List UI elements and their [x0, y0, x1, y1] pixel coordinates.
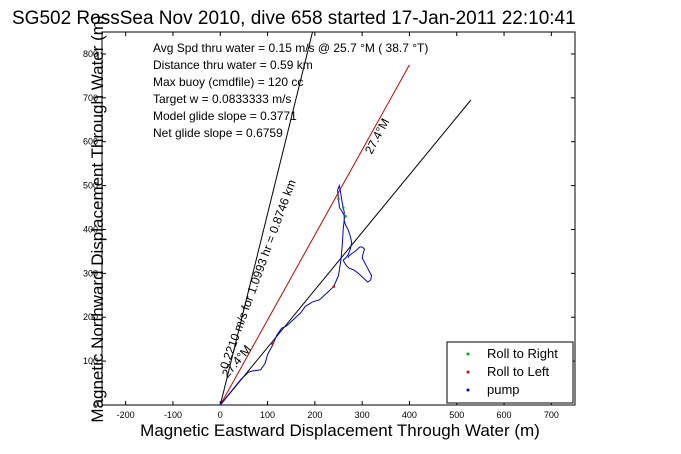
x-tick-label: 500	[449, 410, 464, 420]
legend-label: Roll to Right	[487, 346, 558, 361]
info-line: Net glide slope = 0.6759	[153, 126, 283, 140]
roll-right-point	[341, 206, 345, 209]
x-tick-label: 600	[497, 410, 512, 420]
info-line: Model glide slope = 0.3771	[153, 109, 297, 123]
series-line-3	[219, 183, 373, 405]
info-line: Target w = 0.0833333 m/s	[153, 92, 291, 106]
roll-left-point	[270, 342, 274, 345]
x-tick-label: 300	[355, 410, 370, 420]
x-tick-label: 700	[544, 410, 559, 420]
info-text: Avg Spd thru water = 0.15 m/s @ 25.7 °M …	[153, 41, 428, 140]
x-tick-label: 200	[307, 410, 322, 420]
legend-marker	[466, 388, 470, 392]
y-tick-label: 600	[83, 137, 98, 147]
x-tick-label: 0	[218, 410, 223, 420]
x-axis-label: Magnetic Eastward Displacement Through W…	[140, 421, 540, 440]
marker-group	[270, 197, 347, 345]
x-tick-label: 400	[402, 410, 417, 420]
x-tick-label: -100	[164, 410, 182, 420]
y-tick-label: 200	[83, 312, 98, 322]
info-line: Distance thru water = 0.59 km	[153, 58, 313, 72]
info-line: Avg Spd thru water = 0.15 m/s @ 25.7 °M …	[153, 41, 428, 55]
roll-right-point	[344, 215, 347, 218]
legend-marker	[466, 352, 470, 356]
y-tick-label: 800	[83, 49, 98, 59]
legend: Roll to Right Roll to Left pump	[446, 341, 574, 404]
series-line-0	[219, 32, 313, 405]
roll-right-point	[337, 197, 340, 201]
info-line: Max buoy (cmdfile) = 120 cc	[153, 75, 303, 89]
y-tick-label: 500	[83, 181, 98, 191]
y-tick-label: 0	[93, 400, 98, 410]
legend-marker	[466, 370, 470, 374]
roll-left-point	[332, 285, 336, 288]
chart-title: SG502 RossSea Nov 2010, dive 658 started…	[12, 8, 576, 29]
y-tick-label: 700	[83, 93, 98, 103]
series-line-2	[219, 64, 410, 405]
y-tick-label: 300	[83, 268, 98, 278]
legend-label: pump	[487, 382, 520, 397]
series-line-1	[219, 99, 472, 405]
x-tick-label: 100	[260, 410, 275, 420]
x-tick-label: -200	[117, 410, 135, 420]
y-axis-label: Magnetic Northward Displacement Through …	[88, 15, 107, 422]
x-axis: -200 -100 0 100 200 300 400 500 600 700	[117, 32, 559, 420]
y-tick-label: 100	[83, 356, 98, 366]
y-tick-label: 400	[83, 224, 98, 234]
series-group	[219, 32, 472, 405]
y-axis: 0 100 200 300 400 500 600 700 800	[83, 49, 575, 410]
legend-label: Roll to Left	[487, 364, 550, 379]
